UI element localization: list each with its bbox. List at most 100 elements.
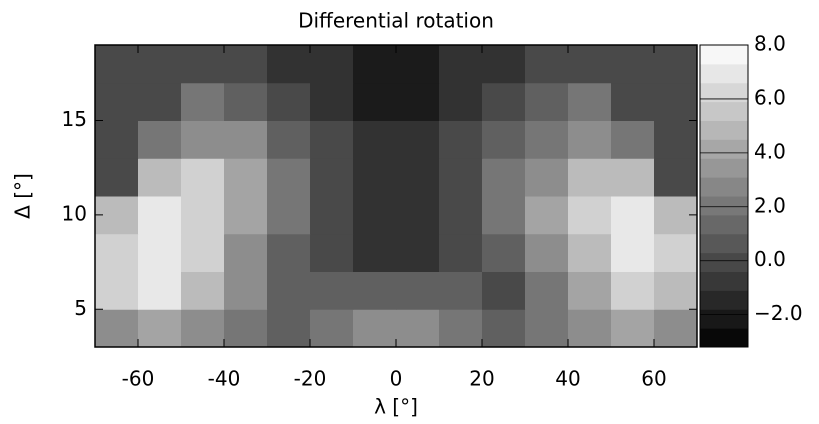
heatmap-cell (267, 158, 311, 197)
heatmap-cell (654, 45, 698, 84)
heatmap-cell (353, 45, 397, 84)
heatmap-cell (181, 45, 225, 84)
heatmap-cell (267, 233, 311, 272)
heatmap-cell (396, 196, 440, 235)
heatmap-cell (611, 233, 655, 272)
y-tick-label: 10 (62, 201, 87, 225)
colorbar-band (700, 82, 748, 103)
colorbar-tick-label: −2.0 (754, 301, 803, 325)
x-axis-label: λ [°] (374, 395, 418, 419)
heatmap-cell (611, 271, 655, 310)
heatmap-cell (95, 45, 139, 84)
heatmap-cell (267, 120, 311, 159)
heatmap-cell (181, 158, 225, 197)
heatmap-cell (224, 233, 268, 272)
heatmap-cell (568, 271, 612, 310)
heatmap-cell (439, 158, 483, 197)
heatmap-cell (525, 158, 569, 197)
heatmap-cell (482, 158, 526, 197)
colorbar-band (700, 290, 748, 310)
heatmap-cell (396, 45, 440, 84)
heatmap-cell (482, 271, 526, 310)
heatmap-cell (525, 120, 569, 159)
heatmap-cell (654, 309, 698, 348)
heatmap-cell (525, 45, 569, 84)
heatmap-cell (224, 120, 268, 159)
colorbar-tick-label: 2.0 (754, 193, 786, 217)
x-tick-label: 60 (641, 367, 666, 391)
heatmap-cell (396, 271, 440, 310)
colorbar-tick-label: 4.0 (754, 139, 786, 163)
heatmap-cell (353, 120, 397, 159)
heatmap-cell (353, 82, 397, 121)
y-tick-label: 15 (62, 107, 87, 131)
colorbar-band (700, 177, 748, 197)
heatmap-cell (525, 309, 569, 348)
heatmap-cell (95, 309, 139, 348)
colorbar-band (700, 63, 748, 84)
y-tick-label: 5 (74, 296, 87, 320)
heatmap-cell (224, 196, 268, 235)
heatmap-cell (654, 82, 698, 121)
heatmap-cell (138, 120, 182, 159)
heatmap-cell (310, 309, 354, 348)
heatmap-cell (525, 271, 569, 310)
heatmap-cell (181, 82, 225, 121)
colorbar-band (700, 101, 748, 121)
heatmap-cell (181, 196, 225, 235)
heatmap-cell (611, 82, 655, 121)
colorbar-tick-label: 0.0 (754, 247, 786, 271)
heatmap-cell (611, 120, 655, 159)
heatmap-cell (138, 158, 182, 197)
heatmap-cell (181, 271, 225, 310)
heatmap-cell (568, 158, 612, 197)
colorbar-tick-label: 8.0 (754, 32, 786, 56)
colorbar-tick-label: 6.0 (754, 85, 786, 109)
heatmap-cell (482, 120, 526, 159)
heatmap-cell (353, 309, 397, 348)
heatmap-cell (310, 271, 354, 310)
heatmap-cell (439, 233, 483, 272)
heatmap-cell (353, 233, 397, 272)
heatmap-cell (224, 309, 268, 348)
heatmap-cell (611, 196, 655, 235)
heatmap-cell (310, 158, 354, 197)
heatmap-cell (525, 82, 569, 121)
x-tick-label: -20 (294, 367, 327, 391)
heatmap-cell (95, 158, 139, 197)
colorbar-band (700, 309, 748, 329)
heatmap-cell (181, 309, 225, 348)
heatmap-cell (267, 309, 311, 348)
heatmap-cell (525, 233, 569, 272)
heatmap-cell (224, 82, 268, 121)
colorbar-band (700, 271, 748, 291)
heatmap-cell (439, 82, 483, 121)
heatmap-cell (138, 82, 182, 121)
heatmap-cell (396, 158, 440, 197)
heatmap-cell (310, 196, 354, 235)
heatmap-cell (611, 45, 655, 84)
heatmap-cell (353, 196, 397, 235)
x-tick-label: 40 (555, 367, 580, 391)
heatmap-cell (267, 45, 311, 84)
colorbar-band (700, 214, 748, 235)
colorbar-band (700, 252, 748, 272)
heatmap-cell (482, 309, 526, 348)
heatmap-cell (482, 45, 526, 84)
heatmap-cell (439, 45, 483, 84)
heatmap-cell (654, 120, 698, 159)
heatmap-cell (568, 196, 612, 235)
colorbar-band (700, 328, 748, 348)
heatmap-cell (396, 120, 440, 159)
heatmap-cell (568, 45, 612, 84)
heatmap-cell (396, 82, 440, 121)
heatmap-cell (353, 158, 397, 197)
colorbar-band (700, 139, 748, 159)
heatmap-cell (525, 196, 569, 235)
heatmap-cell (224, 45, 268, 84)
x-tick-label: -60 (122, 367, 155, 391)
heatmap-cell (95, 271, 139, 310)
heatmap-cell (396, 233, 440, 272)
heatmap-cell (439, 271, 483, 310)
